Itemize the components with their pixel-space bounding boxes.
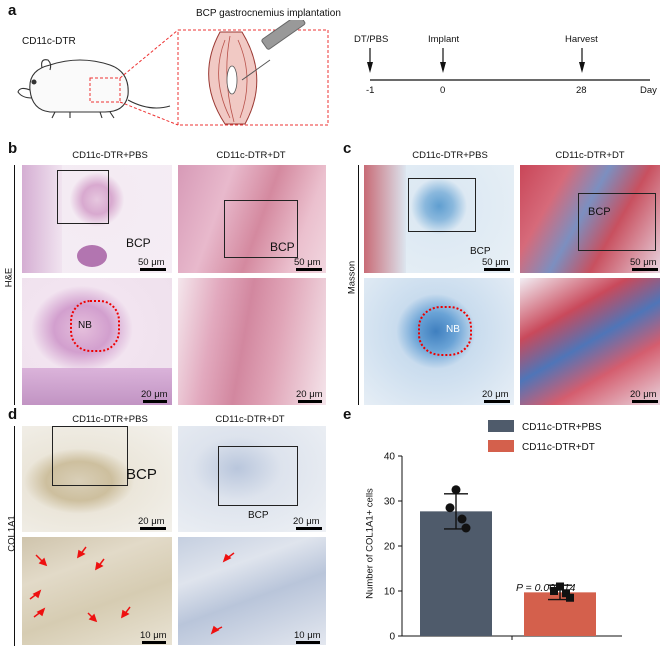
- point-1-1: [550, 587, 558, 595]
- point-1-0: [556, 582, 564, 591]
- syringe-icon: [241, 20, 306, 81]
- timeline-event-dtpbs: DT/PBS: [354, 34, 389, 45]
- timeline-tick-28: 28: [576, 85, 587, 96]
- panel-c-col1-title: CD11c-DTR+PBS: [412, 150, 488, 161]
- panel-d-col1-title: CD11c-DTR+PBS: [72, 414, 148, 425]
- red-arrow-icons: [29, 546, 131, 623]
- panel-c-row-label: Masson: [346, 260, 358, 295]
- y-tick-label-1: 10: [384, 587, 396, 598]
- timeline-tick-minus1: -1: [366, 85, 375, 96]
- col1a1-pbs-scale-top: 20 μm: [138, 516, 165, 527]
- panel-b-col2-title: CD11c-DTR+DT: [216, 150, 286, 161]
- he-pbs-bcp-label: BCP: [126, 236, 151, 250]
- legend-swatch-1: [488, 440, 514, 452]
- masson-pbs-scale-bottom: 20 μm: [482, 389, 509, 400]
- p-value-label: P = 0.000 14: [516, 582, 576, 594]
- panel-a-letter: a: [8, 2, 17, 19]
- y-tick-label-4: 40: [384, 452, 396, 463]
- masson-dt-scale-bottom: 20 μm: [630, 389, 657, 400]
- panel-e-letter: e: [343, 406, 352, 423]
- col1a1-pbs-scale-bottom: 10 μm: [140, 630, 167, 641]
- masson-pbs-bcp-label: BCP: [470, 246, 491, 257]
- bar-0: [420, 511, 492, 636]
- masson-pbs-low-mag: [364, 165, 514, 273]
- panel-b-col1-title: CD11c-DTR+PBS: [72, 150, 148, 161]
- col1a1-pbs-bcp-label: BCP: [126, 466, 157, 483]
- col1a1-pbs-high-mag: [22, 537, 172, 645]
- col1a1-bar-chart: CD11c-DTR+PBS CD11c-DTR+DT 0 10 20 30 40: [384, 420, 622, 643]
- timeline-unit: Day: [640, 85, 657, 96]
- col1a1-pbs-low-mag: [22, 426, 172, 532]
- timeline-event-harvest: Harvest: [565, 34, 598, 45]
- col1a1-dt-bcp-label: BCP: [248, 510, 269, 521]
- masson-dt-bcp-label: BCP: [588, 206, 611, 218]
- point-0-2: [457, 514, 467, 524]
- implant-title: BCP gastrocnemius implantation: [196, 8, 341, 19]
- chart-y-axis-label: Number of COL1A1+ cells: [364, 488, 376, 599]
- panel-c-col2-title: CD11c-DTR+DT: [555, 150, 625, 161]
- masson-dt-high-mag: [520, 278, 660, 405]
- point-0-0: [451, 485, 461, 495]
- masson-pbs-nb-label: NB: [446, 324, 460, 335]
- masson-dt-scale-top: 50 μm: [630, 257, 657, 268]
- timeline-axis: [367, 48, 650, 81]
- y-tick-label-2: 20: [384, 542, 396, 553]
- point-0-1: [445, 503, 455, 513]
- panel-d-letter: d: [8, 406, 18, 423]
- he-pbs-scale-top: 50 μm: [138, 257, 165, 268]
- mouse-label: CD11c-DTR: [22, 36, 76, 47]
- he-pbs-low-mag: [22, 165, 172, 273]
- col1a1-dt-scale-top: 20 μm: [293, 516, 320, 527]
- mouse-implant-illustration: [17, 20, 329, 126]
- panel-d-col2-title: CD11c-DTR+DT: [215, 414, 285, 425]
- panel-d-row-label: COL1A1: [6, 515, 18, 552]
- he-dt-high-mag: [178, 278, 326, 405]
- he-dt-scale-bottom: 20 μm: [296, 389, 323, 400]
- he-pbs-high-mag: [22, 278, 172, 405]
- legend-label-0: CD11c-DTR+PBS: [522, 422, 602, 433]
- he-pbs-nb-label: NB: [78, 320, 92, 331]
- col1a1-dt-low-mag: [178, 426, 326, 532]
- col1a1-dt-scale-bottom: 10 μm: [294, 630, 321, 641]
- panel-c-letter: c: [343, 140, 352, 157]
- legend-swatch-0: [488, 420, 514, 432]
- y-tick-label-0: 0: [389, 632, 395, 643]
- he-pbs-scale-bottom: 20 μm: [141, 389, 168, 400]
- masson-pbs-scale-top: 50 μm: [482, 257, 509, 268]
- he-dt-scale-top: 50 μm: [294, 257, 321, 268]
- point-1-3: [566, 593, 574, 602]
- panel-b-row-label: H&E: [3, 267, 15, 288]
- y-tick-label-3: 30: [384, 497, 396, 508]
- col1a1-dt-high-mag: [178, 537, 326, 645]
- masson-dt-low-mag: [520, 165, 660, 273]
- he-dt-low-mag: [178, 165, 326, 273]
- red-arrow-icons-dt: [210, 552, 235, 635]
- timeline-event-implant: Implant: [428, 34, 460, 45]
- masson-pbs-high-mag: [364, 278, 514, 405]
- legend-label-1: CD11c-DTR+DT: [522, 442, 595, 453]
- timeline-tick-0: 0: [440, 85, 446, 96]
- he-dt-bcp-label: BCP: [270, 240, 295, 254]
- mouse-icon: [17, 59, 171, 119]
- panel-b-letter: b: [8, 140, 18, 157]
- point-1-2: [562, 589, 570, 598]
- point-0-3: [461, 523, 471, 533]
